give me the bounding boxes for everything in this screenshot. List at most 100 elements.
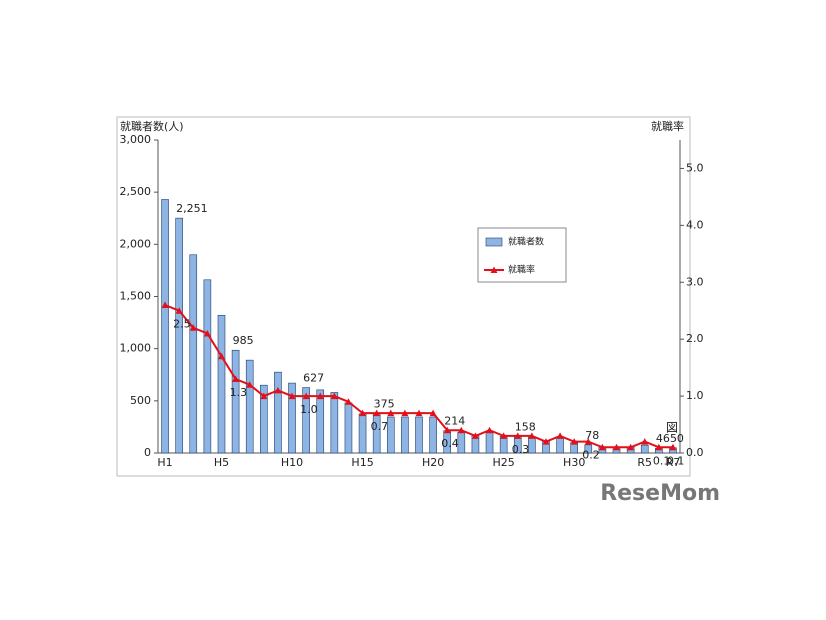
bar [584,444,593,454]
bar [203,279,212,454]
rate-value-label: 0.3 [512,443,529,456]
chart-frame [116,116,691,477]
rate-marker [316,392,324,400]
bar [161,199,169,454]
rate-marker [471,432,479,439]
bar [457,431,466,454]
rate-marker [570,438,578,445]
y2-tick-label: 2.0 [686,332,704,345]
rate-marker [373,409,381,417]
y2-tick-label: 5.0 [686,161,704,174]
x-tick-label: H5 [214,456,229,469]
rate-marker [401,409,409,417]
rate-marker [500,432,508,439]
rate-marker [274,386,282,394]
bar [485,430,494,454]
rate-value-label: 0.1 [667,454,685,467]
rate-marker [598,443,606,451]
y-tick-label: 3,000 [120,133,152,146]
bar [217,314,226,454]
rate-marker [655,443,663,451]
rate-marker [584,438,592,445]
bar [640,444,649,454]
rate-marker [514,432,522,439]
rate-marker [203,329,211,337]
rate-marker [232,375,240,383]
rate-marker [359,409,367,417]
bar [528,437,536,454]
rate-marker [330,392,338,400]
legend-label: 就職率 [508,264,535,276]
y-tick-label: 2,000 [120,237,152,250]
rate-marker [443,426,451,434]
rate-marker [556,432,564,439]
bar-value-label: 158 [515,421,536,434]
rate-marker [429,409,437,417]
rate-marker [260,392,268,400]
bar [330,392,339,454]
legend-swatch [485,237,503,247]
x-tick-label: R7 [666,456,681,469]
bar [175,217,183,454]
rate-value-label: 2.5 [173,318,191,331]
bar-value-label: 2,251 [176,202,208,215]
y2-tick-label: 4.0 [686,218,704,231]
rate-marker [302,392,310,400]
bar-value-label: 214 [444,415,465,428]
rate-marker [288,392,296,400]
bar [288,382,296,454]
rate-marker [175,307,183,314]
rate-marker [217,352,225,360]
legend-label: 就職者数 [508,236,544,248]
bar [401,416,409,454]
rate-marker [344,398,352,405]
bar [260,384,268,454]
rate-marker [669,443,677,451]
x-tick-label: H1 [157,456,172,469]
bar-value-label: 46 [656,432,670,445]
y2-axis-label: 就職率 [651,119,684,133]
x-tick-label: R5 [637,456,652,469]
bar [386,416,395,454]
bar-value-label: 375 [374,397,395,410]
rate-marker [387,409,395,417]
y2-tick-label: 3.0 [686,275,704,288]
bar-value-label: 985 [233,334,254,347]
bar-value-label: 78 [585,429,599,442]
bar-value-label: 627 [303,372,324,385]
rate-marker [627,443,635,451]
rate-value-label: 0.7 [371,420,389,433]
rate-marker [161,301,169,309]
y-tick-label: 500 [130,394,151,407]
y-axis-label: 就職者数(人) [120,119,184,133]
bar [245,359,254,454]
bar [344,402,353,454]
annotation: 図 [666,421,678,435]
y-tick-label: 1,500 [120,290,152,303]
bar [231,349,240,454]
bar [429,416,437,454]
x-tick-label: H10 [281,456,303,469]
y-tick-label: 2,500 [120,185,152,198]
bar [316,389,325,454]
rate-value-label: 0.4 [441,437,459,450]
x-tick-label: H25 [493,456,515,469]
bar [189,254,198,454]
rate-marker [613,443,621,451]
rate-value-label: 0.1 [653,454,671,467]
rate-value-label: 0.2 [582,449,600,462]
x-tick-label: H20 [422,456,444,469]
rate-marker [528,432,536,439]
rate-marker [189,324,197,331]
y2-tick-label: 0.0 [686,446,704,459]
rate-marker [542,438,550,445]
bar [274,371,282,454]
x-tick-label: H15 [351,456,373,469]
legend-marker [490,266,498,273]
watermark: ReseMom [600,481,720,506]
bar [358,413,367,454]
bar [556,437,564,454]
rate-value-label: 1.0 [300,403,318,416]
